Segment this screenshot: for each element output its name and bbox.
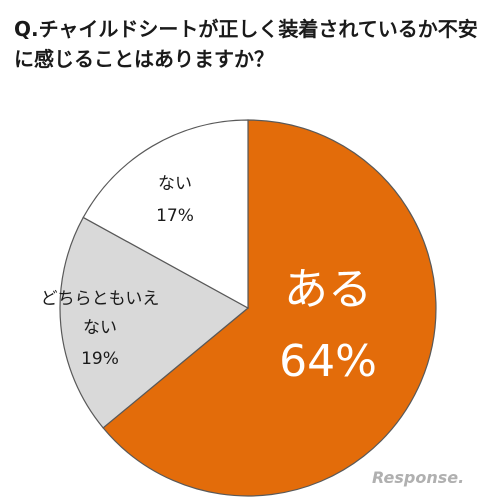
pie-slice-dochira — [59, 216, 250, 429]
slice-value-aru: 64% — [279, 336, 377, 387]
slice-label-nai: ない — [158, 174, 192, 194]
question-title: Q.チャイルドシートが正しく装着されているか不安に感じることはありますか？ — [14, 17, 478, 71]
slice-label-dochira-line2: ない — [83, 318, 117, 338]
slice-label-aru: ある — [284, 264, 372, 315]
slice-value-dochira: 19% — [81, 349, 119, 369]
slice-label-dochira-line1: どちらともいえ — [41, 289, 160, 309]
pie-slice-aru — [102, 119, 437, 497]
slice-value-nai: 17% — [156, 206, 194, 226]
response-watermark-logo: Response. — [372, 468, 465, 487]
pie-slice-nai — [82, 119, 249, 310]
